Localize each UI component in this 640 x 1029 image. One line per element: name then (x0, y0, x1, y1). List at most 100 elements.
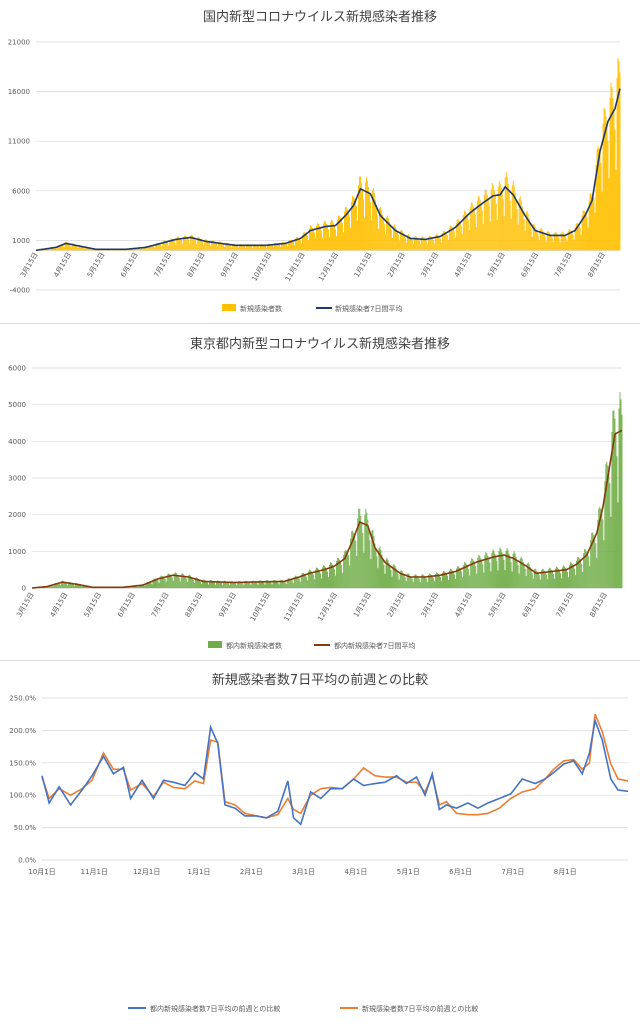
bar (538, 234, 539, 250)
bar (314, 233, 315, 251)
bar (447, 576, 448, 588)
bar (133, 249, 134, 250)
bar (338, 216, 339, 251)
bar (552, 238, 553, 251)
bar (586, 552, 587, 588)
bar (617, 456, 618, 588)
y-tick-label: 50.0% (14, 824, 37, 832)
bar (612, 87, 613, 251)
bar (196, 244, 197, 250)
bar (326, 224, 327, 250)
bar (279, 245, 280, 250)
bar (602, 192, 603, 251)
bar (341, 565, 342, 588)
bar (251, 246, 252, 250)
bar (199, 580, 200, 588)
bar (434, 243, 435, 250)
y-tick-label: 3000 (8, 475, 26, 483)
bar (601, 512, 602, 588)
bar (238, 248, 239, 251)
bar (286, 584, 287, 588)
bar (180, 581, 181, 588)
bar (589, 566, 590, 588)
bar (547, 579, 548, 588)
bar (564, 234, 565, 250)
bar (263, 582, 264, 588)
bar (475, 215, 476, 250)
bar (321, 578, 322, 588)
bar (588, 228, 589, 251)
bar (370, 202, 371, 250)
bar (272, 246, 273, 251)
bar (379, 547, 380, 588)
x-tick-label: 7月15日 (150, 591, 171, 619)
bar (406, 581, 407, 588)
bar (557, 234, 558, 250)
bar (476, 574, 477, 588)
bar (355, 201, 356, 250)
bar (248, 582, 249, 588)
x-tick-label: 1月1日 (188, 868, 211, 876)
bar (525, 231, 526, 250)
x-tick-label: 8月15日 (184, 591, 205, 619)
x-tick-label: 8月15日 (586, 251, 607, 279)
bar (509, 191, 510, 251)
bar (448, 240, 449, 250)
bar (460, 223, 461, 251)
bar (405, 238, 406, 250)
bar (354, 535, 355, 588)
bar (555, 232, 556, 251)
bar (452, 227, 453, 250)
bar (185, 577, 186, 588)
bar (517, 561, 518, 589)
bar (279, 584, 280, 588)
x-tick-label: 4月1日 (344, 868, 367, 876)
bar (406, 243, 407, 251)
bar (384, 565, 385, 588)
bar (249, 583, 250, 588)
bar (462, 234, 463, 250)
bar (483, 573, 484, 588)
bar (328, 230, 329, 250)
bar (565, 235, 566, 250)
bar (147, 248, 148, 250)
legend-swatch (222, 304, 236, 311)
bar (320, 228, 321, 250)
bar (292, 580, 293, 588)
bar (432, 238, 433, 250)
bar (432, 576, 433, 588)
bar (266, 248, 267, 251)
bar (523, 212, 524, 250)
bar (313, 575, 314, 588)
bar (489, 563, 490, 588)
y-tick-label: 150.0% (9, 759, 36, 767)
bar (358, 509, 359, 588)
bar (459, 221, 460, 250)
bar (347, 552, 348, 588)
bar (331, 220, 332, 251)
bar (285, 582, 286, 588)
bar (259, 248, 260, 251)
bar (593, 195, 594, 251)
bar (594, 537, 595, 588)
bar (187, 238, 188, 250)
bar (420, 582, 421, 588)
bar (342, 573, 343, 588)
bar (230, 246, 231, 251)
bar (411, 577, 412, 588)
x-tick-label: 7月15日 (555, 591, 576, 619)
bar (187, 582, 188, 588)
bar (180, 239, 181, 251)
bar (488, 199, 489, 250)
bar (446, 233, 447, 250)
bar (411, 238, 412, 250)
bar (562, 232, 563, 251)
bar (208, 242, 209, 251)
bar (584, 549, 585, 588)
bar (328, 577, 329, 588)
bar (181, 240, 182, 250)
bar (586, 213, 587, 250)
bar (468, 220, 469, 250)
bar (59, 584, 60, 588)
x-tick-label: 4月15日 (52, 251, 73, 279)
